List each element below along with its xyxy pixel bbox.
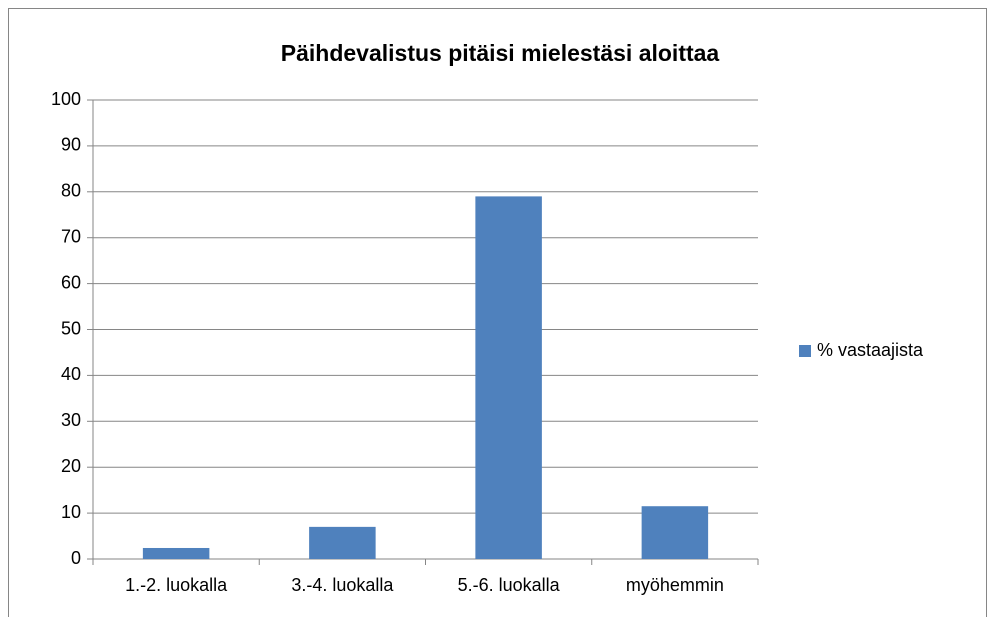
legend-label: % vastaajista bbox=[817, 340, 924, 360]
y-tick-label: 40 bbox=[61, 364, 81, 384]
bar bbox=[641, 506, 709, 559]
y-tick-label: 10 bbox=[61, 502, 81, 522]
bar bbox=[475, 196, 542, 559]
y-tick-label: 20 bbox=[61, 456, 81, 476]
legend-swatch bbox=[799, 345, 811, 357]
x-tick-label: 1.-2. luokalla bbox=[125, 575, 228, 595]
y-tick-label: 90 bbox=[61, 135, 81, 155]
chart-title: Päihdevalistus pitäisi mielestäsi aloitt… bbox=[281, 40, 720, 66]
y-tick-label: 100 bbox=[51, 89, 81, 109]
y-tick-label: 50 bbox=[61, 318, 81, 338]
bar bbox=[309, 526, 376, 559]
y-tick-label: 0 bbox=[71, 548, 81, 568]
y-tick-label: 70 bbox=[61, 226, 81, 246]
x-tick-label: 3.-4. luokalla bbox=[291, 575, 394, 595]
x-tick-label: myöhemmin bbox=[626, 575, 724, 595]
y-tick-label: 30 bbox=[61, 410, 81, 430]
bar bbox=[142, 547, 210, 559]
y-tick-label: 60 bbox=[61, 272, 81, 292]
x-tick-label: 5.-6. luokalla bbox=[458, 575, 561, 595]
y-tick-label: 80 bbox=[61, 181, 81, 201]
